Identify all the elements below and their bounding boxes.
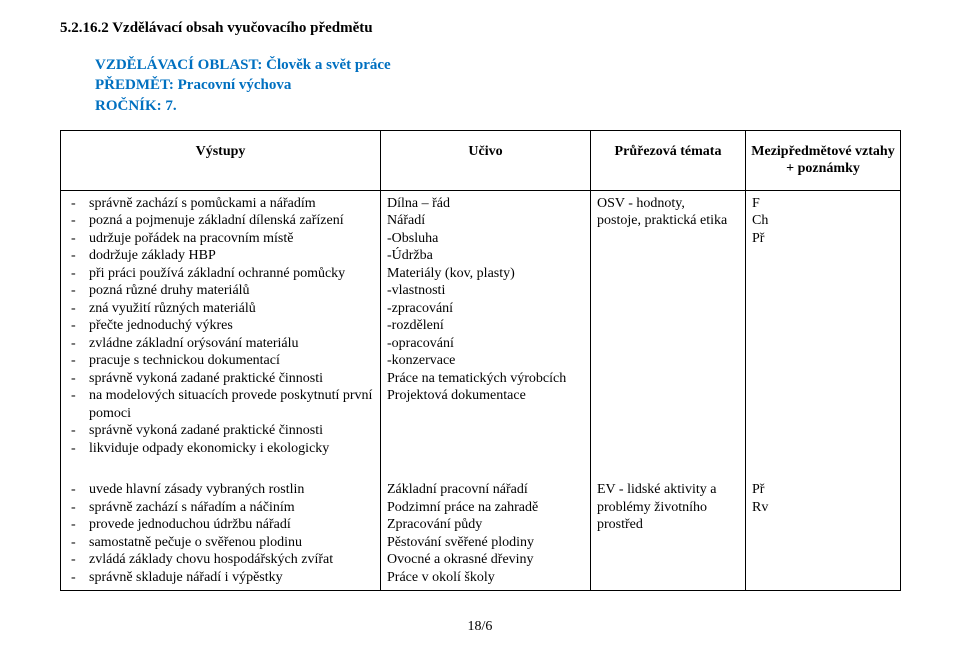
list-item: pozná různé druhy materiálů	[89, 282, 374, 300]
line-item: -rozdělení	[387, 317, 584, 335]
line-item: postoje, praktická etika	[597, 212, 739, 230]
list-item: přečte jednoduchý výkres	[89, 317, 374, 335]
list-item: správně zachází s nářadím a náčiním	[89, 499, 374, 517]
line-item: -Obsluha	[387, 230, 584, 248]
header-vystupy: Výstupy	[61, 130, 381, 190]
list-item: likviduje odpady ekonomicky i ekologicky	[89, 440, 374, 458]
line-item: Práce na tematických výrobcích	[387, 370, 584, 388]
line-item: Základní pracovní nářadí	[387, 481, 584, 499]
line-item: EV - lidské aktivity a	[597, 481, 739, 499]
line-item: -Údržba	[387, 247, 584, 265]
list-item: na modelových situacích provede poskytnu…	[89, 387, 374, 422]
list-item: správně vykoná zadané praktické činnosti	[89, 422, 374, 440]
ucivo-list: Dílna – řádNářadí-Obsluha-ÚdržbaMateriál…	[387, 195, 584, 405]
table-row: správně zachází s pomůckami a nářadímpoz…	[61, 190, 901, 461]
list-item: zná využití různých materiálů	[89, 300, 374, 318]
table-row: uvede hlavní zásady vybraných rostlinspr…	[61, 477, 901, 591]
table-header-row: Výstupy Učivo Průřezová témata Mezipředm…	[61, 130, 901, 190]
line-item: Rv	[752, 499, 894, 517]
list-item: udržuje pořádek na pracovním místě	[89, 230, 374, 248]
line-item: Projektová dokumentace	[387, 387, 584, 405]
line-item: Zpracování půdy	[387, 516, 584, 534]
line-item: Materiály (kov, plasty)	[387, 265, 584, 283]
outputs-list: uvede hlavní zásady vybraných rostlinspr…	[67, 481, 374, 586]
oblast-line: VZDĚLÁVACÍ OBLAST: Člověk a svět práce	[95, 55, 900, 75]
line-item: -konzervace	[387, 352, 584, 370]
themes-list: OSV - hodnoty,postoje, praktická etika	[597, 195, 739, 230]
page-footer: 18/6	[60, 619, 900, 635]
line-item: problémy životního	[597, 499, 739, 517]
header-vztahy: Mezipředmětové vztahy + poznámky	[746, 130, 901, 190]
list-item: dodržuje základy HBP	[89, 247, 374, 265]
line-item: Nářadí	[387, 212, 584, 230]
gap-row	[61, 461, 901, 477]
list-item: zvládá základy chovu hospodářských zvířa…	[89, 551, 374, 569]
ucivo-list: Základní pracovní nářadíPodzimní práce n…	[387, 481, 584, 586]
list-item: správně vykoná zadané praktické činnosti	[89, 370, 374, 388]
list-item: provede jednoduchou údržbu nářadí	[89, 516, 374, 534]
line-item: Podzimní práce na zahradě	[387, 499, 584, 517]
header-ucivo: Učivo	[381, 130, 591, 190]
list-item: samostatně pečuje o svěřenou plodinu	[89, 534, 374, 552]
links-list: FChPř	[752, 195, 894, 248]
list-item: správně zachází s pomůckami a nářadím	[89, 195, 374, 213]
list-item: správně skladuje nářadí i výpěstky	[89, 569, 374, 587]
line-item: Ovocné a okrasné dřeviny	[387, 551, 584, 569]
list-item: pracuje s technickou dokumentací	[89, 352, 374, 370]
predmet-line: PŘEDMĚT: Pracovní výchova	[95, 75, 900, 95]
header-temata: Průřezová témata	[591, 130, 746, 190]
list-item: při práci používá základní ochranné pomů…	[89, 265, 374, 283]
line-item: Př	[752, 481, 894, 499]
line-item: Př	[752, 230, 894, 248]
line-item: Ch	[752, 212, 894, 230]
themes-list: EV - lidské aktivity aproblémy životního…	[597, 481, 739, 534]
blue-box: VZDĚLÁVACÍ OBLAST: Člověk a svět práce P…	[60, 55, 900, 116]
line-item: Pěstování svěřené plodiny	[387, 534, 584, 552]
links-list: PřRv	[752, 481, 894, 516]
line-item: -zpracování	[387, 300, 584, 318]
rocnik-line: ROČNÍK: 7.	[95, 96, 900, 116]
line-item: OSV - hodnoty,	[597, 195, 739, 213]
line-item: -vlastnosti	[387, 282, 584, 300]
list-item: zvládne základní orýsování materiálu	[89, 335, 374, 353]
section-heading: 5.2.16.2 Vzdělávací obsah vyučovacího př…	[60, 20, 900, 37]
list-item: pozná a pojmenuje základní dílenská zaří…	[89, 212, 374, 230]
list-item: uvede hlavní zásady vybraných rostlin	[89, 481, 374, 499]
line-item: prostřed	[597, 516, 739, 534]
line-item: Dílna – řád	[387, 195, 584, 213]
line-item: -opracování	[387, 335, 584, 353]
curriculum-table: Výstupy Učivo Průřezová témata Mezipředm…	[60, 130, 901, 592]
outputs-list: správně zachází s pomůckami a nářadímpoz…	[67, 195, 374, 458]
line-item: F	[752, 195, 894, 213]
line-item: Práce v okolí školy	[387, 569, 584, 587]
